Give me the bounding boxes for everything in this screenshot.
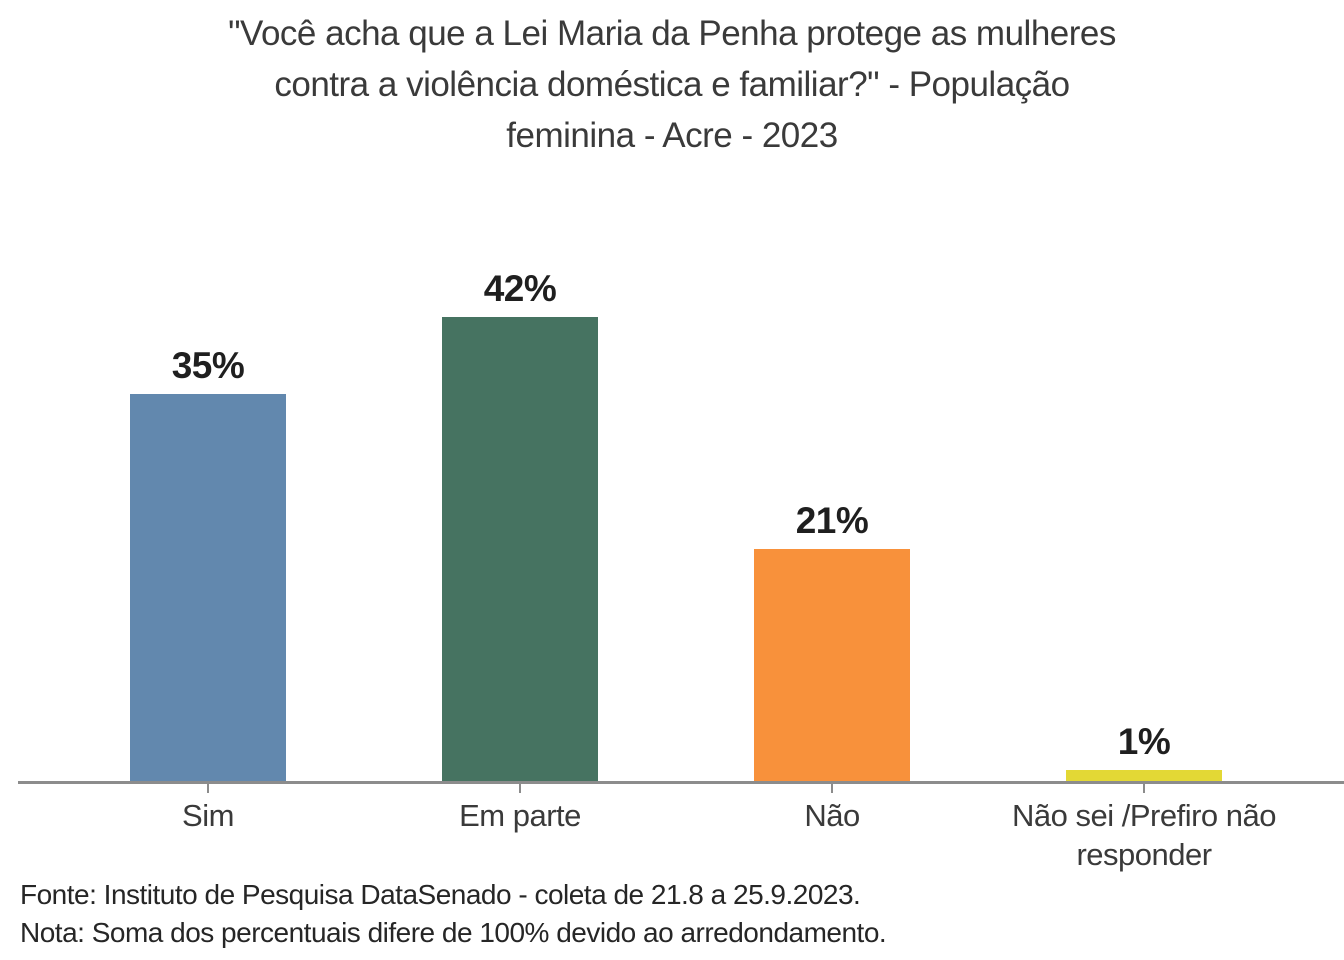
x-axis-tick-3	[1143, 784, 1145, 793]
value-label-3: 1%	[1117, 721, 1171, 762]
value-label-1: 42%	[483, 268, 557, 309]
bar-1	[442, 317, 598, 781]
chart-title-line-2: contra a violência doméstica e familiar?…	[274, 65, 1070, 104]
bar-2	[754, 549, 910, 781]
value-label-0: 35%	[171, 345, 245, 386]
bar-3	[1066, 770, 1222, 781]
bar-0	[130, 394, 286, 781]
x-axis-label-1: Em parte	[459, 798, 581, 833]
x-axis-line	[18, 781, 1344, 784]
x-axis-label-0: Sim	[182, 798, 234, 833]
x-axis-tick-0	[207, 784, 209, 793]
x-axis-tick-1	[519, 784, 521, 793]
rounding-note: Nota: Soma dos percentuais difere de 100…	[20, 917, 887, 948]
chart-title: "Você acha que a Lei Maria da Penha prot…	[0, 8, 1344, 161]
x-axis-label-3: Não sei /Prefiro não responder	[1012, 798, 1276, 872]
chart-title-line-1: "Você acha que a Lei Maria da Penha prot…	[228, 14, 1116, 53]
x-axis-tick-2	[831, 784, 833, 793]
value-label-2: 21%	[795, 500, 869, 541]
source-note: Fonte: Instituto de Pesquisa DataSenado …	[20, 879, 861, 910]
x-axis-label-2: Não	[804, 798, 860, 833]
chart-title-line-3: feminina - Acre - 2023	[506, 116, 838, 155]
chart-footer: Fonte: Instituto de Pesquisa DataSenado …	[20, 876, 887, 952]
